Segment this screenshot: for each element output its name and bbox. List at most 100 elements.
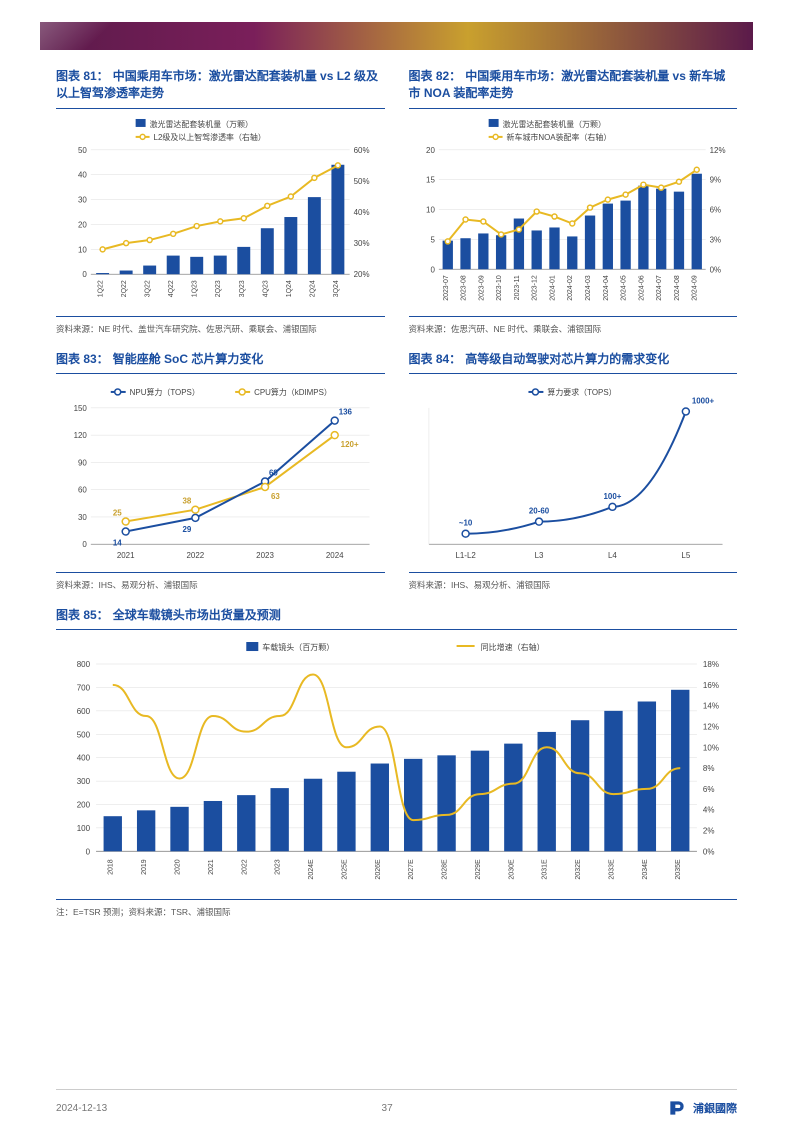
- chart-82-source: 资料来源：佐思汽研、NE 时代、乘联会、浦银国际: [409, 323, 738, 335]
- svg-text:0: 0: [86, 848, 91, 857]
- svg-text:2Q22: 2Q22: [121, 280, 128, 297]
- svg-text:2025E: 2025E: [341, 859, 348, 880]
- svg-text:69: 69: [269, 469, 278, 478]
- svg-text:L3: L3: [534, 552, 543, 561]
- footer-date: 2024-12-13: [56, 1103, 107, 1114]
- svg-text:0: 0: [82, 541, 87, 550]
- svg-text:500: 500: [77, 731, 91, 740]
- svg-text:2023-09: 2023-09: [478, 275, 485, 301]
- svg-text:2018: 2018: [108, 860, 115, 876]
- svg-text:2022: 2022: [241, 860, 248, 876]
- svg-text:20: 20: [426, 145, 435, 154]
- svg-text:2019: 2019: [141, 860, 148, 876]
- svg-text:激光雷达配套装机量（万颗）: 激光雷达配套装机量（万颗）: [150, 119, 253, 129]
- svg-text:NPU算力（TOPS）: NPU算力（TOPS）: [130, 387, 200, 397]
- chart-84: 图表 84：高等级自动驾驶对芯片算力的需求变化 算力要求（TOPS） L1-L2 L…: [409, 351, 738, 601]
- svg-text:车载镜头（百万颗）: 车载镜头（百万颗）: [262, 642, 334, 652]
- svg-text:2027E: 2027E: [408, 859, 415, 880]
- svg-text:2023-11: 2023-11: [513, 275, 520, 300]
- svg-text:2024-02: 2024-02: [567, 275, 574, 301]
- svg-text:150: 150: [74, 404, 88, 413]
- svg-text:1Q22: 1Q22: [98, 280, 105, 297]
- svg-text:2028E: 2028E: [442, 859, 449, 880]
- chart-85-title: 图表 85：全球车载镜头市场出货量及预测: [56, 607, 737, 624]
- svg-text:12%: 12%: [709, 145, 725, 154]
- svg-text:30: 30: [78, 195, 87, 204]
- svg-text:40: 40: [78, 170, 87, 179]
- footer: 2024-12-13 37 浦銀國際: [56, 1089, 737, 1118]
- chart-83: 图表 83：智能座舱 SoC 芯片算力变化 NPU算力（TOPS）CPU算力（k…: [56, 351, 385, 601]
- svg-text:2022: 2022: [187, 552, 205, 561]
- header-band: [40, 22, 753, 50]
- svg-text:2030E: 2030E: [508, 859, 515, 880]
- chart-83-source: 资料来源：IHS、易观分析、浦银国际: [56, 579, 385, 591]
- svg-text:120: 120: [74, 432, 88, 441]
- svg-text:2021: 2021: [117, 552, 135, 561]
- svg-text:136: 136: [339, 408, 353, 417]
- svg-text:15: 15: [426, 175, 435, 184]
- svg-text:2024-04: 2024-04: [602, 275, 609, 301]
- svg-text:20: 20: [78, 220, 87, 229]
- svg-text:2024-07: 2024-07: [656, 275, 663, 301]
- svg-text:10: 10: [78, 245, 87, 254]
- svg-text:90: 90: [78, 459, 87, 468]
- chart-85-svg: 车载镜头（百万颗）同比增速（右轴）01002003004005006007008…: [56, 636, 737, 896]
- svg-text:6%: 6%: [709, 205, 721, 214]
- svg-text:30%: 30%: [354, 239, 370, 248]
- svg-text:2035E: 2035E: [675, 859, 682, 880]
- svg-text:14: 14: [113, 539, 122, 548]
- svg-text:2029E: 2029E: [475, 859, 482, 880]
- svg-text:3Q22: 3Q22: [145, 280, 152, 297]
- chart-81-source: 资料来源：NE 时代、盖世汽车研究院、佐思汽研、乘联会、浦银国际: [56, 323, 385, 335]
- svg-text:2Q24: 2Q24: [309, 280, 316, 297]
- svg-text:算力要求（TOPS）: 算力要求（TOPS）: [547, 387, 616, 397]
- chart-81-title: 图表 81：中国乘用车市场：激光雷达配套装机量 vs L2 级及以上智驾渗透率走…: [56, 68, 385, 102]
- chart-82: 图表 82：中国乘用车市场：激光雷达配套装机量 vs 新车城市 NOA 装配率走…: [409, 68, 738, 345]
- svg-text:2023-08: 2023-08: [460, 275, 467, 301]
- svg-text:8%: 8%: [703, 764, 715, 773]
- svg-text:2034E: 2034E: [642, 859, 649, 880]
- svg-text:20-60: 20-60: [528, 507, 549, 516]
- svg-text:2024-06: 2024-06: [638, 275, 645, 301]
- svg-text:0: 0: [82, 270, 87, 279]
- svg-text:2023: 2023: [256, 552, 274, 561]
- svg-text:0%: 0%: [709, 265, 721, 274]
- svg-text:3Q23: 3Q23: [239, 280, 246, 297]
- svg-text:4%: 4%: [703, 806, 715, 815]
- svg-text:2024E: 2024E: [308, 859, 315, 880]
- svg-text:2024: 2024: [326, 552, 344, 561]
- svg-text:新车城市NOA装配率（右轴）: 新车城市NOA装配率（右轴）: [506, 131, 611, 141]
- svg-text:2020: 2020: [175, 860, 182, 876]
- svg-text:800: 800: [77, 660, 91, 669]
- svg-text:300: 300: [77, 777, 91, 786]
- svg-text:1000+: 1000+: [691, 397, 714, 406]
- svg-text:600: 600: [77, 707, 91, 716]
- chart-84-svg: 算力要求（TOPS）L1-L2L3L4L5~1020-60100+1000+: [409, 380, 738, 569]
- svg-text:5: 5: [430, 235, 435, 244]
- svg-text:2023-10: 2023-10: [496, 275, 503, 301]
- svg-text:L5: L5: [681, 552, 690, 561]
- svg-text:2031E: 2031E: [542, 859, 549, 880]
- svg-text:L1-L2: L1-L2: [455, 552, 476, 561]
- svg-text:1Q23: 1Q23: [192, 280, 199, 297]
- svg-text:29: 29: [183, 525, 192, 534]
- svg-text:3Q24: 3Q24: [333, 280, 340, 297]
- svg-text:1Q24: 1Q24: [286, 280, 293, 297]
- svg-text:60%: 60%: [354, 145, 370, 154]
- chart-81: 图表 81：中国乘用车市场：激光雷达配套装机量 vs L2 级及以上智驾渗透率走…: [56, 68, 385, 345]
- svg-text:2%: 2%: [703, 827, 715, 836]
- chart-84-source: 资料来源：IHS、易观分析、浦银国际: [409, 579, 738, 591]
- svg-text:2024-08: 2024-08: [673, 275, 680, 301]
- logo-icon: [667, 1098, 687, 1118]
- chart-83-svg: NPU算力（TOPS）CPU算力（kDIMPS）0306090120150202…: [56, 380, 385, 569]
- chart-84-title: 图表 84：高等级自动驾驶对芯片算力的需求变化: [409, 351, 738, 368]
- svg-text:2024-03: 2024-03: [585, 275, 592, 301]
- svg-text:700: 700: [77, 684, 91, 693]
- svg-text:200: 200: [77, 801, 91, 810]
- svg-text:3%: 3%: [709, 235, 721, 244]
- chart-82-svg: 激光雷达配套装机量（万颗）新车城市NOA装配率（右轴）051015200%3%6…: [409, 115, 738, 314]
- svg-text:10: 10: [426, 205, 435, 214]
- svg-text:12%: 12%: [703, 723, 719, 732]
- svg-text:2023-07: 2023-07: [442, 275, 449, 301]
- svg-text:18%: 18%: [703, 660, 719, 669]
